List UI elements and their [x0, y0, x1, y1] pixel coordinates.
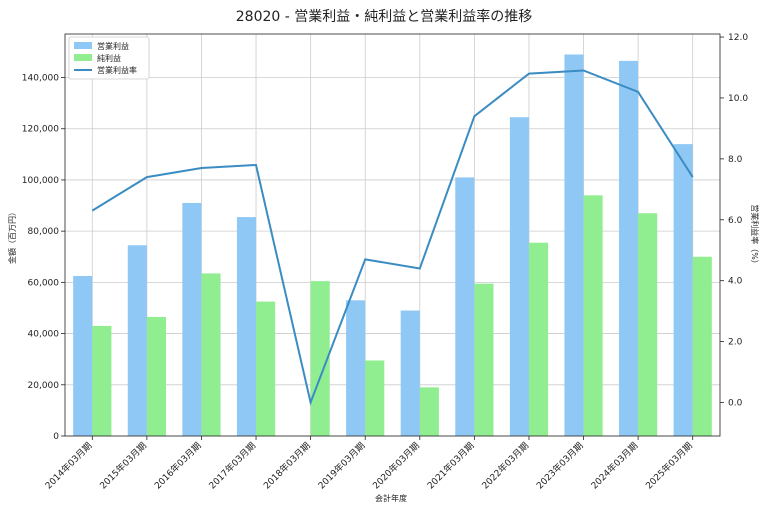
axes — [61, 33, 724, 440]
bar-純利益-2017年03月期 — [256, 301, 276, 436]
y-tick-labels: 0 20,000 40,000 60,000 80,000 100,000 120,000 1… — [22, 74, 59, 442]
bar-純利益-2015年03月期 — [146, 316, 166, 436]
plot-frame — [64, 33, 721, 437]
bar-営業利益-2014年03月期 — [73, 275, 93, 436]
y2-tick-label: 12.0 — [728, 33, 748, 43]
bar-純利益-2022年03月期 — [528, 242, 549, 436]
bar-純利益-2020年03月期 — [419, 387, 439, 436]
x-tick-label: 2023年03月期 — [534, 440, 586, 492]
bar-純利益-2019年03月期 — [365, 360, 385, 436]
y-tick-label: 100,000 — [22, 176, 59, 186]
x-tick-labels: 2014年03月期 2015年03月期 2016年03月期 2017年03月期 2018… — [43, 440, 695, 492]
y2-tick-label: 4.0 — [728, 277, 743, 287]
x-tick-label: 2014年03月期 — [43, 440, 95, 492]
bar-営業利益-2023年03月期 — [564, 54, 584, 437]
y2-axis-label: 営業利益率（%） — [750, 204, 760, 268]
x-tick-label: 2022年03月期 — [479, 440, 531, 492]
bar-営業利益-2024年03月期 — [619, 60, 639, 437]
bar-純利益-2014年03月期 — [92, 325, 112, 436]
x-tick-label: 2020年03月期 — [370, 440, 422, 492]
bar-純利益-2025年03月期 — [692, 256, 712, 436]
legend-label: 営業利益 — [97, 41, 129, 51]
legend-label: 営業利益率 — [97, 65, 137, 75]
rate-line — [91, 69, 694, 406]
y-tick-label: 120,000 — [22, 125, 59, 135]
bars — [73, 54, 712, 437]
y-axis-label: 金額（百万円） — [7, 208, 17, 264]
bar-営業利益-2016年03月期 — [182, 202, 202, 436]
legend-swatch — [74, 54, 92, 61]
legend-swatch — [74, 42, 92, 49]
bar-営業利益-2021年03月期 — [455, 177, 475, 436]
y-tick-label: 80,000 — [28, 227, 60, 237]
bar-純利益-2024年03月期 — [638, 213, 658, 436]
bar-営業利益-2015年03月期 — [127, 245, 147, 436]
bar-純利益-2023年03月期 — [583, 195, 603, 436]
x-tick-label: 2016年03月期 — [152, 440, 204, 492]
bar-純利益-2021年03月期 — [474, 283, 494, 436]
x-tick-label: 2024年03月期 — [588, 440, 640, 492]
y-tick-label: 20,000 — [28, 381, 60, 391]
bar-営業利益-2017年03月期 — [236, 217, 257, 436]
y2-tick-label: 8.0 — [728, 155, 743, 165]
x-tick-label: 2025年03月期 — [643, 440, 695, 492]
x-tick-label: 2019年03月期 — [315, 440, 367, 492]
bar-純利益-2018年03月期 — [310, 281, 330, 436]
legend-label: 純利益 — [97, 53, 121, 63]
x-tick-label: 2021年03月期 — [425, 440, 477, 492]
bar-営業利益-2022年03月期 — [509, 117, 529, 437]
y2-tick-label: 6.0 — [728, 216, 743, 226]
y-tick-label: 140,000 — [22, 74, 59, 84]
bar-純利益-2016年03月期 — [201, 273, 221, 436]
x-tick-label: 2018年03月期 — [261, 440, 313, 492]
y2-tick-label: 10.0 — [728, 94, 748, 104]
x-tick-label: 2015年03月期 — [97, 440, 149, 492]
y-tick-label: 0 — [53, 432, 59, 442]
line-営業利益率 — [91, 69, 694, 406]
chart-title: 28020 - 営業利益・純利益と営業利益率の推移 — [236, 8, 533, 25]
bar-営業利益-2025年03月期 — [673, 144, 693, 436]
y2-tick-label: 2.0 — [728, 338, 743, 348]
bar-営業利益-2020年03月期 — [400, 310, 420, 436]
y2-tick-label: 0.0 — [728, 399, 743, 409]
y-tick-label: 60,000 — [28, 278, 60, 288]
x-tick-label: 2017年03月期 — [206, 440, 258, 492]
x-axis-label: 会計年度 — [375, 493, 407, 503]
y-tick-label: 40,000 — [28, 330, 60, 340]
bar-営業利益-2019年03月期 — [346, 300, 366, 436]
y2-tick-labels: 0.0 2.0 4.0 6.0 8.0 10.0 12.0 — [728, 33, 748, 408]
